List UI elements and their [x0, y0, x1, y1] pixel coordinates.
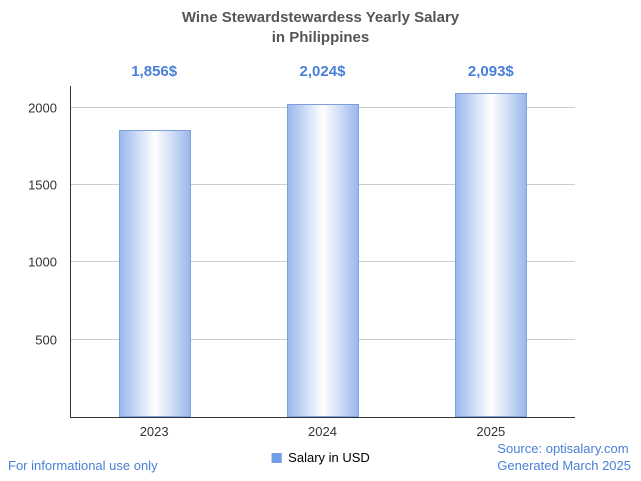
bar-value-label-2024: 2,024$ — [299, 63, 346, 80]
bar-2025 — [455, 93, 527, 417]
bar-2024 — [287, 103, 359, 417]
y-axis-label: 1000 — [28, 254, 57, 270]
legend: Salary in USD — [271, 450, 370, 465]
y-axis: 500 1000 1500 2000 — [1, 86, 63, 417]
bar-value-label-2023: 1,856$ — [131, 63, 178, 80]
bar-value-labels: 1,856$ 2,024$ 2,093$ — [70, 63, 575, 80]
bar-column-2023 — [71, 86, 239, 417]
disclaimer-text: For informational use only — [8, 458, 158, 473]
x-axis-label-2023: 2023 — [139, 424, 169, 439]
bar-column-2024 — [239, 86, 407, 417]
x-axis-label-2024: 2024 — [308, 424, 337, 439]
chart-title-line-1: Wine Stewardstewardess Yearly Salary — [181, 9, 460, 26]
source-text: Source: optisalary.com — [497, 441, 629, 457]
bar-2023 — [119, 129, 191, 417]
x-axis-label-2025: 2025 — [476, 424, 506, 439]
generated-date-text: Generated March 2025 — [497, 458, 631, 474]
chart-title-line-2: in Philippines — [271, 28, 370, 46]
y-axis-label: 500 — [35, 332, 57, 348]
bar-column-2025 — [407, 86, 575, 417]
source-attribution: Source: optisalary.com Generated March 2… — [497, 441, 631, 475]
chart-title: Wine Stewardstewardess Yearly Salary in … — [0, 0, 641, 47]
x-axis-labels: 2023 2024 2025 — [70, 424, 575, 439]
plot-area: 500 1000 1500 2000 — [28, 86, 575, 418]
legend-label: Salary in USD — [288, 450, 370, 465]
bar-value-label-2025: 2,093$ — [467, 63, 514, 80]
y-axis-label: 1500 — [28, 177, 57, 193]
bars — [71, 86, 575, 417]
legend-swatch-icon — [271, 452, 282, 463]
y-axis-label: 2000 — [28, 100, 57, 116]
